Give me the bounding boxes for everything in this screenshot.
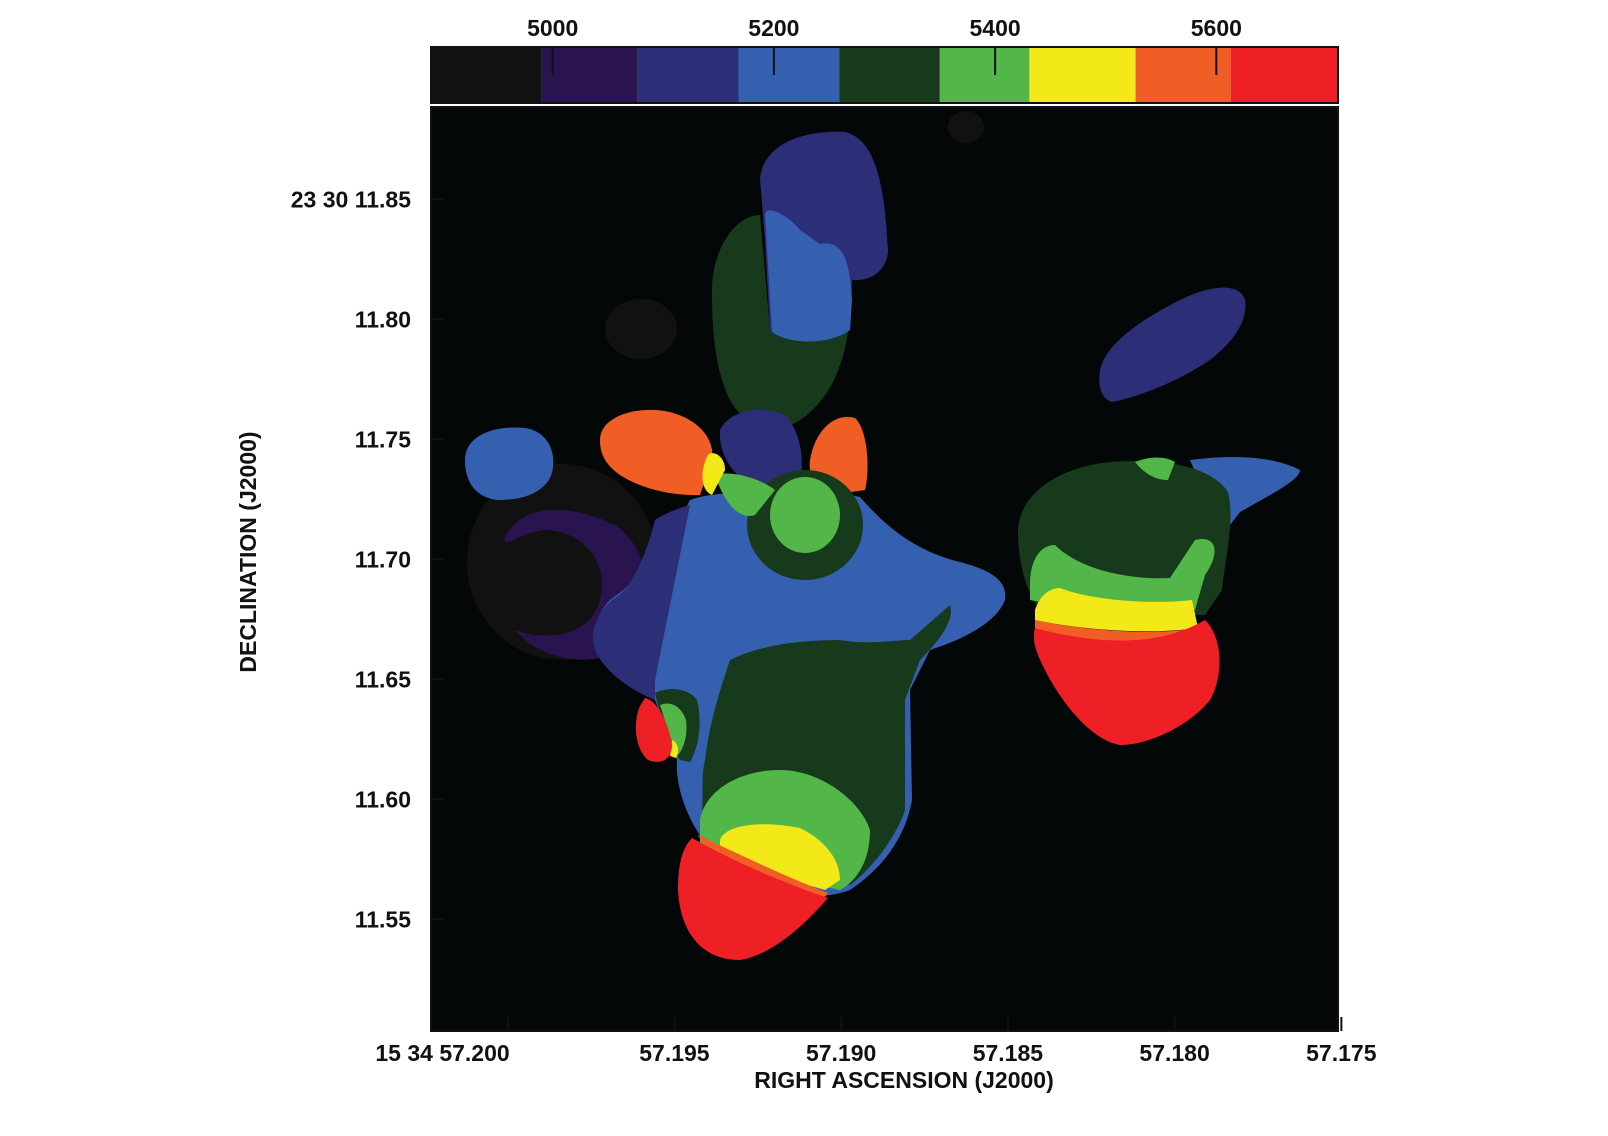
- y-tick-label: 23 30 11.85: [291, 186, 411, 212]
- region-lower-red: [678, 838, 828, 960]
- region-knot-green-light: [660, 703, 687, 755]
- region-ring-light: [770, 477, 840, 553]
- colorbar-level: [1135, 47, 1231, 103]
- region-right-navy: [1099, 287, 1246, 402]
- colorbar-level: [541, 47, 638, 103]
- colorbar-levels: [431, 47, 1338, 103]
- colorbar-tick-label: 5600: [1191, 15, 1242, 41]
- colorbar-level: [431, 47, 542, 103]
- region-ring-left-yellow: [702, 453, 725, 495]
- colorbar-level: [1029, 47, 1136, 103]
- x-tick-label: 15 34 57.200: [375, 1040, 509, 1066]
- region-centre-navy: [719, 410, 802, 490]
- y-tick-label: 11.70: [355, 546, 411, 572]
- region-right-green-top: [1135, 457, 1175, 480]
- colorbar-level: [1230, 47, 1338, 103]
- colorbar-level: [738, 47, 840, 103]
- x-tick-label: 57.175: [1306, 1040, 1377, 1066]
- x-tick-label: 57.185: [973, 1040, 1044, 1066]
- y-tick-label: 11.60: [355, 786, 411, 812]
- colorbar-tick-label: 5400: [970, 15, 1021, 41]
- colorbar-tick-label: 5200: [748, 15, 799, 41]
- region-north-green: [712, 215, 850, 429]
- region-north-blue: [765, 210, 852, 342]
- colorbar-level: [637, 47, 739, 103]
- colorbar-tick-label: 5000: [527, 15, 578, 41]
- colorbar-ticks: 5000 5200 5400 5600: [527, 15, 1242, 75]
- region-faint-top: [948, 111, 984, 143]
- y-axis: 23 30 11.85 11.80 11.75 11.70 11.65 11.60 11.5…: [291, 186, 445, 932]
- region-central-navy-fringe: [592, 505, 690, 700]
- y-axis-title: DECLINATION (J2000): [235, 431, 261, 672]
- colorbar-level: [939, 47, 1030, 103]
- region-orange-left: [600, 409, 713, 496]
- x-tick-label: 57.180: [1139, 1040, 1209, 1066]
- region-lower-yellow: [720, 824, 840, 890]
- x-tick-label: 57.195: [639, 1040, 710, 1066]
- x-axis-title: RIGHT ASCENSION (J2000): [754, 1067, 1054, 1093]
- y-tick-label: 11.55: [355, 906, 411, 932]
- region-knot-red: [635, 698, 672, 762]
- region-knot-yellow: [670, 740, 679, 758]
- x-axis: 15 34 57.200 57.195 57.190 57.185 57.180 57.1…: [375, 1017, 1377, 1066]
- velocity-regions: [465, 111, 1300, 960]
- region-topleft-blue: [465, 427, 554, 500]
- y-tick-label: 11.65: [355, 666, 411, 692]
- map-panel: 15 34 57.200 57.195 57.190 57.185 57.180 57.1…: [235, 106, 1377, 1093]
- y-tick-label: 11.80: [355, 306, 411, 332]
- map-frame: [430, 106, 1339, 1032]
- x-tick-label: 57.190: [806, 1040, 876, 1066]
- colorbar: 5000 5200 5400 5600: [430, 15, 1339, 104]
- colorbar-frame: [430, 46, 1339, 104]
- region-ring-left-green: [715, 473, 775, 516]
- colorbar-level: [839, 47, 940, 103]
- region-faint-left: [605, 299, 677, 359]
- region-right-yellow: [1035, 588, 1198, 632]
- y-tick-label: 11.75: [355, 426, 411, 452]
- region-right-red: [1033, 620, 1220, 745]
